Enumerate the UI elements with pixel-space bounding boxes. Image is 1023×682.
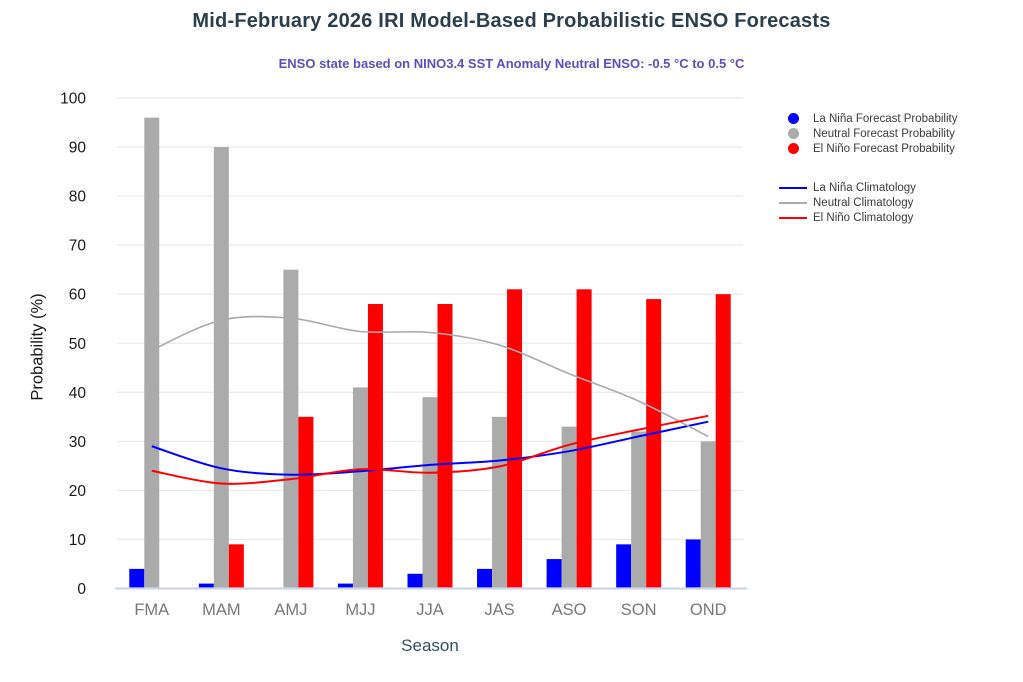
bars	[129, 117, 731, 589]
bar	[129, 568, 145, 589]
legend: La Niña Forecast Probability Neutral For…	[779, 111, 957, 225]
legend-label: La Niña Climatology	[813, 181, 916, 194]
bar	[337, 583, 353, 589]
bar	[283, 269, 299, 589]
la-nina-line-icon	[779, 186, 807, 189]
bar	[646, 299, 662, 589]
svg-text:0: 0	[77, 581, 86, 598]
bar	[507, 289, 523, 589]
el-nino-line-icon	[779, 216, 807, 219]
svg-text:80: 80	[69, 189, 87, 206]
bar	[352, 387, 368, 589]
bar	[715, 294, 731, 589]
y-axis-title: Probability (%)	[28, 293, 47, 401]
climatology-line	[151, 420, 709, 476]
legend-item-el-nino-climatology: El Niño Climatology	[779, 210, 957, 225]
bar	[228, 544, 244, 589]
legend-label: El Niño Climatology	[813, 211, 914, 224]
bar	[631, 431, 647, 589]
svg-text:90: 90	[69, 140, 87, 157]
svg-text:70: 70	[69, 238, 87, 255]
legend-item-neutral-forecast: Neutral Forecast Probability	[779, 126, 957, 141]
bar	[437, 304, 453, 589]
svg-text:100: 100	[60, 91, 86, 108]
svg-text:ASO: ASO	[552, 601, 587, 619]
svg-text:40: 40	[69, 385, 87, 402]
neutral-dot-icon	[787, 128, 799, 139]
svg-text:50: 50	[69, 336, 87, 353]
bar	[198, 583, 214, 589]
bar	[700, 441, 716, 589]
la-nina-dot-icon	[787, 113, 799, 124]
bar	[407, 573, 423, 589]
neutral-line-icon	[779, 201, 807, 204]
bar	[685, 539, 701, 589]
climatology-lines	[151, 315, 709, 485]
legend-label: Neutral Forecast Probability	[813, 127, 955, 140]
bar	[367, 304, 383, 589]
legend-item-neutral-climatology: Neutral Climatology	[779, 195, 957, 210]
chart-title: Mid-February 2026 IRI Model-Based Probab…	[192, 10, 831, 32]
climatology-line	[151, 315, 709, 438]
svg-text:30: 30	[69, 434, 87, 451]
el-nino-dot-icon	[787, 143, 799, 154]
bar	[477, 568, 493, 589]
bar	[298, 416, 314, 589]
chart-subtitle: ENSO state based on NINO3.4 SST Anomaly …	[278, 56, 745, 71]
svg-text:OND: OND	[690, 601, 727, 619]
legend-climatology-group: La Niña Climatology Neutral Climatology …	[779, 180, 957, 225]
bar	[546, 559, 562, 589]
bar	[616, 544, 632, 589]
bar	[576, 289, 592, 589]
legend-label: La Niña Forecast Probability	[813, 112, 958, 125]
svg-text:10: 10	[69, 532, 87, 549]
svg-text:MJJ: MJJ	[345, 601, 375, 619]
bar	[213, 147, 229, 589]
bar	[492, 416, 508, 589]
bar	[561, 426, 577, 589]
climatology-line	[151, 414, 709, 485]
svg-text:SON: SON	[621, 601, 657, 619]
legend-label: Neutral Climatology	[813, 196, 914, 209]
x-axis-title: Season	[401, 636, 459, 655]
legend-item-la-nina-forecast: La Niña Forecast Probability	[779, 111, 957, 126]
bar	[144, 117, 160, 589]
svg-text:20: 20	[69, 483, 87, 500]
svg-text:MAM: MAM	[202, 601, 241, 619]
y-tick-labels: 0 10 20 30 40 50 60 70 80 90 100	[60, 91, 86, 599]
svg-text:60: 60	[69, 287, 87, 304]
x-tick-labels: FMA MAM AMJ MJJ JJA JAS ASO SON OND	[134, 601, 726, 619]
bar	[422, 397, 438, 589]
legend-item-la-nina-climatology: La Niña Climatology	[779, 180, 957, 195]
svg-text:FMA: FMA	[134, 601, 169, 619]
legend-item-el-nino-forecast: El Niño Forecast Probability	[779, 141, 957, 156]
svg-text:JJA: JJA	[416, 601, 444, 619]
svg-text:AMJ: AMJ	[274, 601, 307, 619]
svg-text:JAS: JAS	[484, 601, 514, 619]
legend-label: El Niño Forecast Probability	[813, 142, 955, 155]
